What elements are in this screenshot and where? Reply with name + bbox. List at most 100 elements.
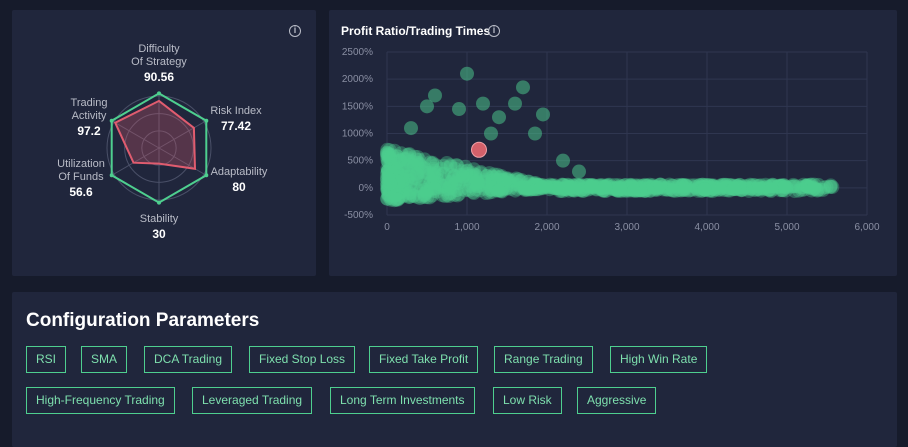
scatter-point (426, 176, 441, 191)
scatter-point (572, 179, 587, 194)
scatter-point (425, 155, 440, 170)
scatter-point (400, 148, 415, 162)
scatter-point (719, 180, 734, 195)
scatter-highlight-point[interactable] (471, 141, 487, 158)
scatter-point (555, 178, 570, 193)
tag-leveraged-trading[interactable]: Leveraged Trading (192, 387, 313, 414)
scatter-point (387, 162, 402, 177)
tag-rsi[interactable]: RSI (26, 346, 67, 373)
scatter-point (535, 178, 550, 192)
scatter-point (487, 167, 501, 182)
tag-sma[interactable]: SMA (81, 346, 128, 373)
scatter-point (707, 180, 722, 195)
scatter-point (637, 184, 652, 198)
info-icon[interactable]: i (289, 25, 301, 37)
scatter-point (752, 182, 767, 196)
info-icon[interactable]: i (488, 25, 500, 37)
scatter-point (695, 183, 710, 198)
tag-range-trading[interactable]: Range Trading (494, 346, 593, 373)
scatter-point (518, 181, 533, 196)
scatter-point (384, 192, 398, 207)
scatter-point (720, 183, 735, 198)
scatter-point (447, 187, 462, 202)
scatter-point (694, 180, 709, 195)
scatter-point (674, 183, 689, 198)
scatter-point (611, 183, 626, 198)
scatter-point (419, 185, 434, 200)
tag-aggressive[interactable]: Aggressive (577, 387, 657, 414)
scatter-point (521, 174, 536, 189)
scatter-point (534, 179, 548, 194)
scatter-point (645, 178, 660, 193)
scatter-point (396, 165, 411, 180)
tag-fixed-stop-loss[interactable]: Fixed Stop Loss (249, 346, 356, 373)
scatter-point (465, 166, 480, 181)
scatter-point (647, 179, 662, 194)
scatter-point (631, 178, 646, 193)
scatter-point (403, 158, 418, 173)
scatter-point (703, 183, 718, 197)
scatter-point (632, 182, 647, 197)
scatter-point (387, 193, 402, 208)
tag-dca-trading[interactable]: DCA Trading (144, 346, 233, 373)
scatter-point (532, 177, 547, 192)
scatter-point (639, 178, 654, 193)
scatter-point (380, 176, 395, 191)
scatter-point (572, 177, 586, 192)
scatter-point (581, 178, 596, 192)
scatter-point (425, 156, 440, 171)
scatter-point (581, 180, 596, 195)
scatter-point (425, 188, 440, 203)
tag-high-win-rate[interactable]: High Win Rate (610, 346, 708, 373)
scatter-point (774, 178, 789, 193)
scatter-point (633, 183, 648, 198)
scatter-point (491, 183, 506, 198)
scatter-point (623, 177, 638, 192)
scatter-point (625, 182, 640, 197)
tag-long-term-investments[interactable]: Long Term Investments (330, 387, 475, 414)
scatter-point (382, 171, 397, 186)
scatter-point (628, 178, 643, 193)
scatter-point (565, 182, 580, 196)
scatter-point (727, 178, 742, 193)
scatter-point (417, 188, 432, 203)
scatter-point (523, 179, 538, 194)
tag-high-frequency-trading[interactable]: High-Frequency Trading (26, 387, 175, 414)
scatter-point (569, 177, 584, 192)
scatter-point (787, 179, 802, 194)
scatter-point (437, 178, 452, 193)
scatter-point (637, 181, 652, 196)
scatter-point (688, 179, 703, 194)
scatter-point (623, 178, 638, 193)
radar-label-risk-index: Risk Index 77.42 (205, 105, 267, 133)
scatter-point (614, 184, 629, 199)
scatter-point (380, 142, 395, 157)
scatter-point (650, 181, 665, 196)
scatter-point (714, 178, 729, 193)
scatter-point (380, 153, 395, 168)
scatter-point (433, 177, 448, 192)
scatter-point (598, 179, 613, 194)
scatter-point (794, 182, 809, 197)
scatter-point (417, 190, 432, 205)
scatter-point (381, 150, 396, 165)
scatter-point (677, 181, 692, 196)
scatter-point (437, 166, 452, 181)
scatter-point (649, 181, 664, 196)
scatter-point (391, 152, 406, 167)
y-tick-label: 1500% (342, 101, 373, 112)
scatter-point (380, 182, 395, 197)
scatter-point (390, 166, 405, 181)
scatter-point (595, 183, 610, 198)
scatter-point (766, 179, 781, 194)
scatter-point (426, 184, 441, 198)
scatter-point (585, 178, 600, 192)
tag-fixed-take-profit[interactable]: Fixed Take Profit (369, 346, 479, 373)
scatter-point (698, 180, 713, 195)
scatter-point (527, 176, 542, 191)
tag-low-risk[interactable]: Low Risk (493, 387, 562, 414)
scatter-point (433, 178, 448, 193)
scatter-point (626, 183, 641, 198)
scatter-point (581, 178, 596, 192)
scatter-point (473, 166, 488, 181)
